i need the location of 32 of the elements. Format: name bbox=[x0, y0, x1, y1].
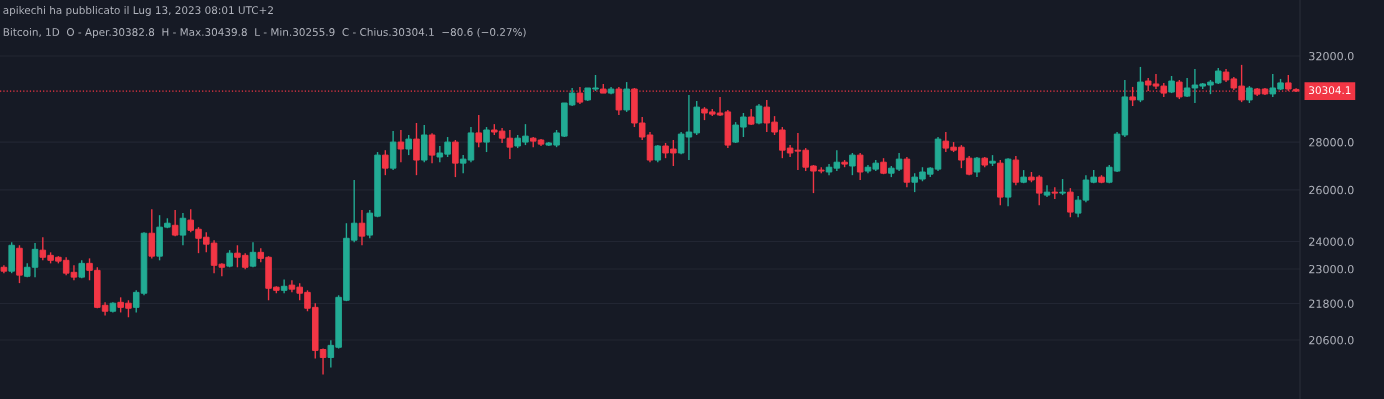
candlestick bbox=[1067, 187, 1074, 218]
candlestick bbox=[452, 139, 459, 178]
candlestick bbox=[483, 126, 490, 153]
candlestick bbox=[148, 208, 156, 260]
candlestick bbox=[171, 209, 179, 237]
y-tick-label: 24000.0 bbox=[1309, 237, 1354, 246]
text: apikechi ha pubblicato il Lug 13, 2023 08:01 UTC+2 bbox=[3, 5, 273, 17]
y-tick-label: 21800.0 bbox=[1309, 299, 1354, 308]
candlestick bbox=[903, 156, 911, 188]
candlestick bbox=[623, 81, 630, 113]
candlestick bbox=[397, 129, 405, 163]
y-tick-label: 32000.0 bbox=[1309, 51, 1354, 61]
text: Bitcoin, 1D O - Aper.30382.8 H - Max.30439.8 L - Min.30255.9 C - Chius.30304.1 −80.6 (−0.27%) bbox=[3, 27, 526, 39]
candlestick bbox=[249, 241, 257, 268]
candlestick bbox=[973, 156, 981, 178]
candlestick bbox=[382, 149, 389, 176]
candlestick bbox=[428, 132, 436, 164]
candlestick bbox=[413, 122, 420, 176]
candlestick bbox=[358, 209, 366, 246]
candlestick bbox=[856, 152, 864, 181]
y-tick-label: 23000.0 bbox=[1309, 264, 1354, 274]
y-tick-label: 26000.0 bbox=[1309, 185, 1354, 195]
candlestick bbox=[1012, 155, 1020, 186]
candlestick bbox=[1137, 66, 1144, 103]
candlestick bbox=[179, 212, 187, 246]
candlestick bbox=[405, 134, 412, 156]
y-tick-label: 28000.0 bbox=[1309, 138, 1354, 147]
ref-line-label: 30304.1 bbox=[1309, 86, 1351, 95]
candlestick bbox=[475, 114, 483, 148]
candlestick bbox=[280, 278, 288, 294]
y-tick-label: 20600.0 bbox=[1309, 336, 1354, 345]
candlestick bbox=[849, 152, 856, 176]
